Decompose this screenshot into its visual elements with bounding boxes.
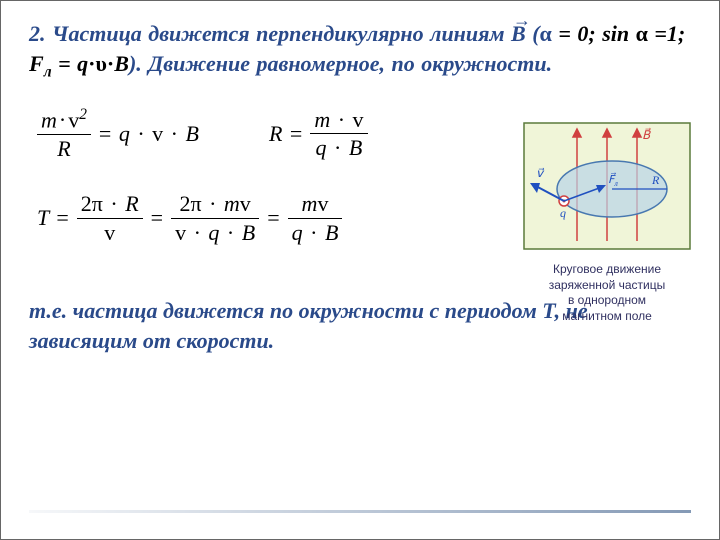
cap-l3: в однородном <box>517 293 697 309</box>
heading: 2. Частица движется перпендикулярно лини… <box>29 19 691 83</box>
cap-l1: Круговое движение <box>517 262 697 278</box>
diagram-caption: Круговое движение заряженной частицы в о… <box>517 262 697 324</box>
heading-p3: = 0; sin <box>552 21 636 46</box>
footer-line <box>29 510 691 513</box>
f1-den: R <box>53 135 74 163</box>
heading-p5b: ). Движение равномерное, по окружности. <box>129 51 552 76</box>
alpha1: α <box>540 21 552 46</box>
cap-l4: магнитном поле <box>517 309 697 325</box>
label-r: R <box>651 173 660 187</box>
diagram-svg: R q v⃗ F⃗л B⃗ <box>522 121 692 251</box>
conclusion-text: т.е. частица движется по окружности с пе… <box>29 298 588 353</box>
f1-sup: 2 <box>79 106 87 123</box>
sub-l: л <box>44 63 52 80</box>
label-q: q <box>560 206 566 220</box>
diagram-box: R q v⃗ F⃗л B⃗ Круговое движение заряженн… <box>517 121 697 324</box>
svg-text:B⃗: B⃗ <box>642 127 651 142</box>
formula-2: R = m · v q · B <box>269 106 368 162</box>
cap-l2: заряженной частицы <box>517 278 697 294</box>
formula-1: m·v2 R = q · v · B <box>37 105 199 162</box>
alpha2: α <box>636 21 648 46</box>
b-vector: →B <box>511 19 526 49</box>
heading-p1: 2. Частица движется перпендикулярно лини… <box>29 21 511 46</box>
heading-p5a: = q <box>52 51 89 76</box>
